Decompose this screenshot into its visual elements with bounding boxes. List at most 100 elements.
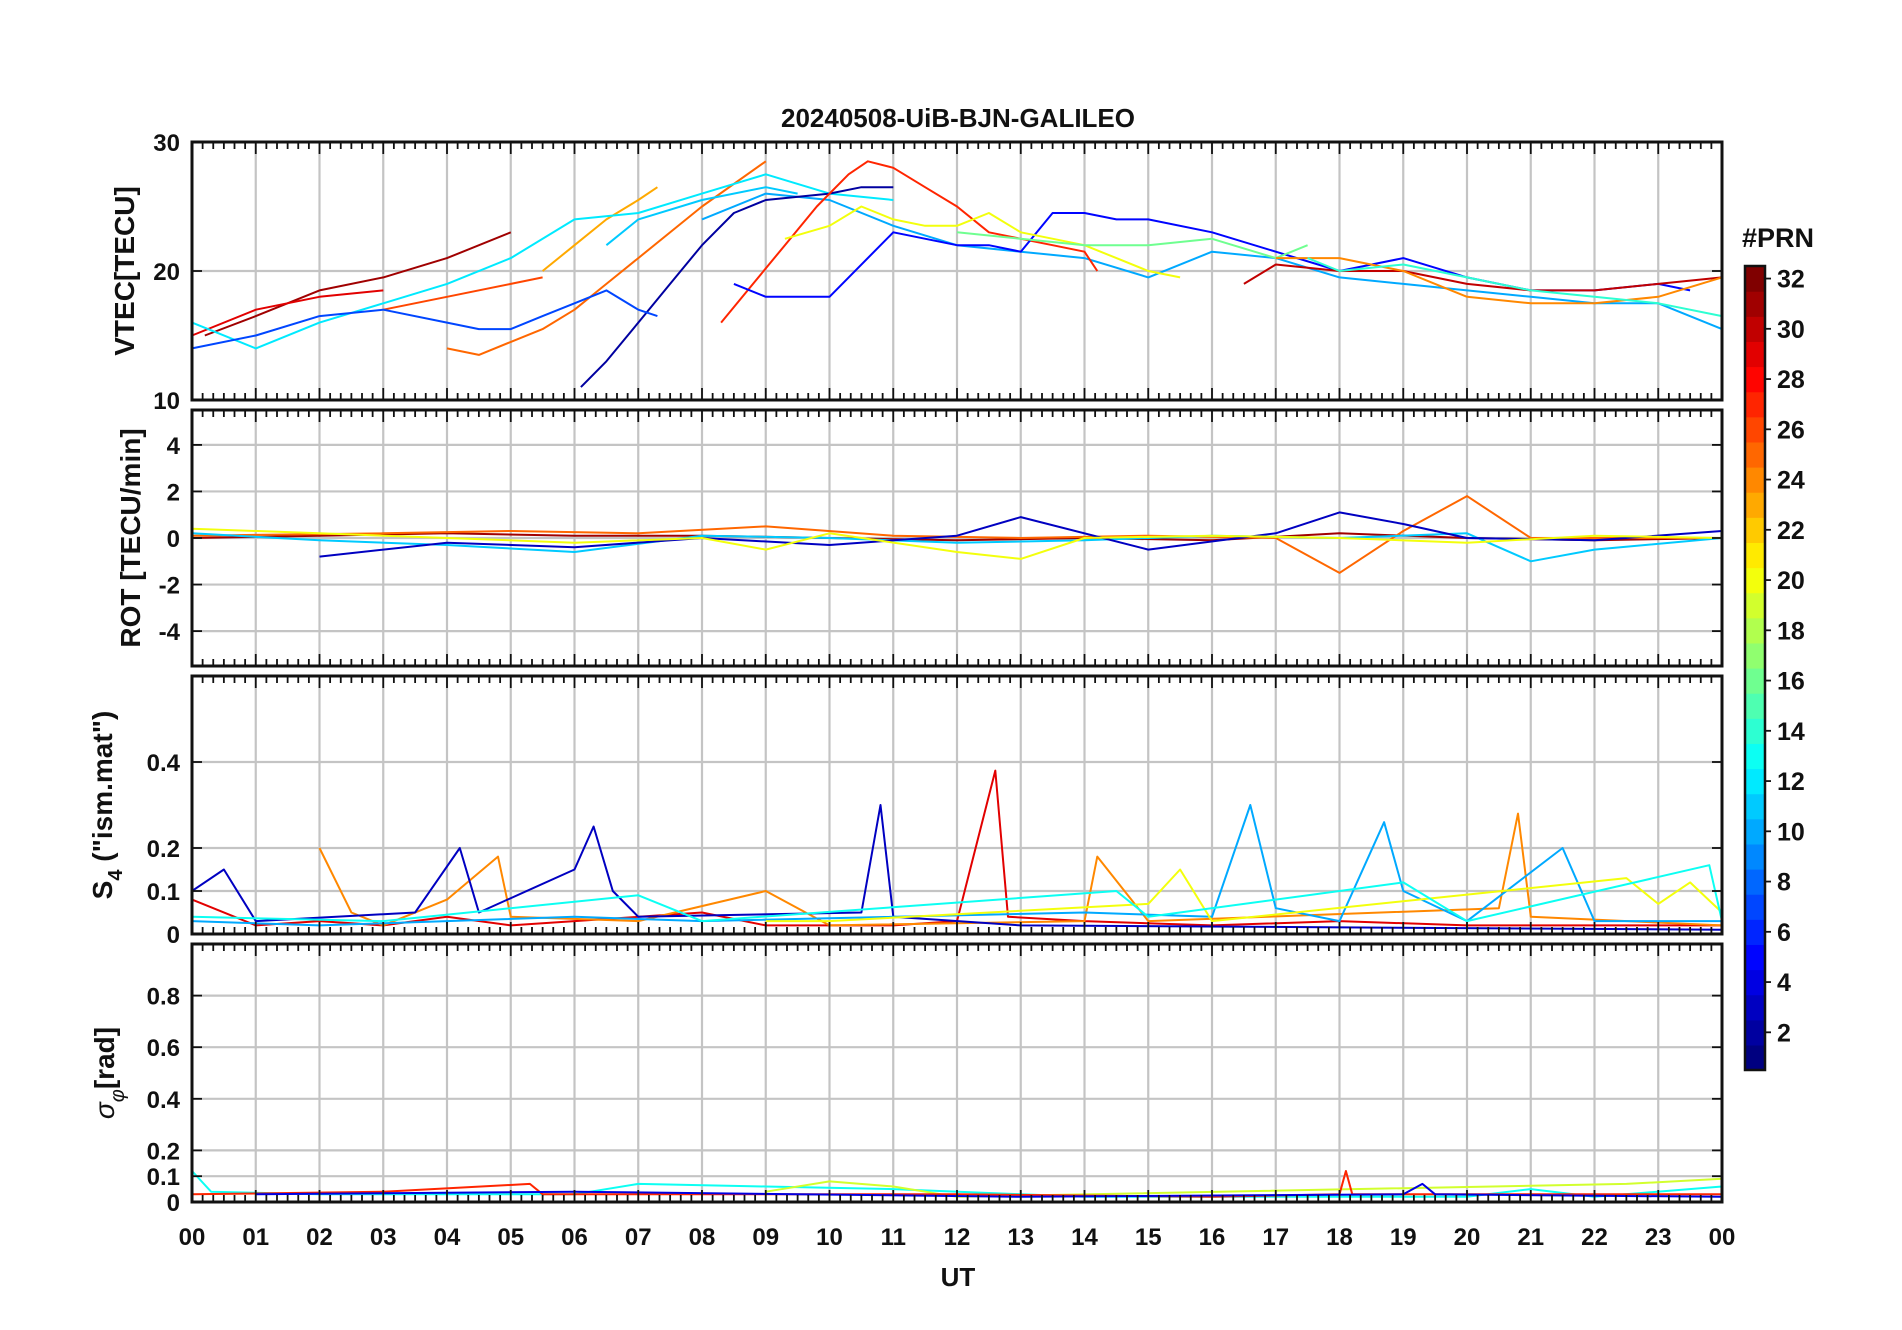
xtick-label: 08 — [689, 1224, 716, 1251]
colorbar-tick-label: 2 — [1777, 1019, 1791, 1047]
colorbar-cell-prn-17 — [1745, 642, 1765, 669]
panel-vtec-trace-prn-2 — [580, 186, 894, 388]
colorbar-tick-label: 30 — [1777, 316, 1805, 344]
panel-rot-ytick-label: 2 — [167, 479, 180, 506]
colorbar-tick-label: 16 — [1777, 668, 1805, 696]
panel-sigma-phi-trace-prn-19 — [765, 1177, 1723, 1198]
colorbar-tick-label: 12 — [1777, 768, 1805, 796]
colorbar-frame — [1743, 264, 1767, 1072]
colorbar-cell-prn-9 — [1745, 843, 1765, 870]
panel-vtec: 10 20 30 VTEC[TECU] — [109, 130, 1724, 415]
colorbar-cell-prn-31 — [1745, 291, 1765, 317]
colorbar-label: #PRN — [1742, 223, 1814, 253]
panel-sigma-phi-frame — [190, 942, 1724, 1204]
panel-vtec-trace-prn-14 — [1307, 257, 1723, 318]
panel-vtec-ytick-label: 30 — [153, 130, 180, 157]
panel-rot-trace-prn-20 — [191, 527, 1723, 560]
xtick-label: 04 — [434, 1224, 461, 1251]
colorbar-cell-prn-25 — [1745, 441, 1765, 468]
colorbar-cell-prn-18 — [1745, 617, 1765, 644]
xtick-label: 03 — [370, 1224, 397, 1251]
colorbar-cell-prn-7 — [1745, 894, 1765, 920]
xtick-label: 11 — [881, 1224, 906, 1251]
xtick-label: 01 — [242, 1224, 269, 1251]
colorbar-cell-prn-19 — [1745, 592, 1765, 619]
panel-s4-frame — [190, 674, 1724, 936]
colorbar-cell-prn-21 — [1745, 542, 1765, 569]
xtick-label: 22 — [1581, 1224, 1608, 1251]
colorbar-cell-prn-15 — [1745, 693, 1765, 719]
colorbar-tick-label: 20 — [1777, 567, 1805, 595]
colorbar-cell-prn-16 — [1745, 668, 1765, 694]
colorbar-cell-prn-4 — [1745, 969, 1765, 996]
xtick-label: 20 — [1454, 1224, 1481, 1251]
xtick-label: 19 — [1390, 1224, 1417, 1251]
panel-s4-trace-prn-20 — [765, 868, 1723, 923]
panel-rot-ylabel: ROT [TECU/min] — [115, 428, 146, 647]
colorbar-cell-prn-20 — [1745, 567, 1765, 594]
panel-rot-ytick-label: -4 — [159, 619, 181, 646]
panel-sigma-phi-ytick-label: 0.6 — [147, 1035, 180, 1062]
panel-vtec-trace-prn-27 — [720, 160, 1099, 324]
panel-s4-ytick-label: 0.1 — [147, 879, 180, 906]
panel-vtec-ytick-label: 10 — [153, 388, 180, 415]
panel-rot-trace-prn-25 — [191, 495, 1722, 574]
panel-s4-trace-prn-13 — [191, 864, 1723, 923]
panel-sigma-phi-ytick-label: 0.1 — [147, 1164, 180, 1191]
xtick-label: 05 — [497, 1224, 524, 1251]
panel-rot-ytick-label: -2 — [159, 573, 180, 600]
panel-sigma-phi-ytick-label: 0.2 — [147, 1138, 180, 1165]
panel-rot-trace-prn-11 — [191, 532, 1723, 563]
panel-vtec-trace-prn-30 — [1243, 263, 1723, 292]
xtick-label: 23 — [1645, 1224, 1672, 1251]
x-axis-label: UT — [941, 1262, 976, 1292]
colorbar-cell-prn-29 — [1745, 341, 1765, 368]
colorbar-cell-prn-5 — [1745, 944, 1765, 971]
panel-sigma-phi-ytick-label: 0.4 — [147, 1087, 181, 1114]
xtick-label: 09 — [752, 1224, 779, 1251]
colorbar-tick-label: 32 — [1777, 266, 1805, 294]
panel-vtec-trace-prn-20 — [784, 205, 1181, 279]
xtick-label: 10 — [816, 1224, 843, 1251]
colorbar-cell-prn-28 — [1745, 366, 1765, 393]
panel-s4-ytick-label: 0 — [167, 922, 180, 949]
colorbar-tick-label: 6 — [1777, 919, 1791, 947]
panel-rot: -4 -2 0 2 4 ROT [TECU/min] — [115, 408, 1724, 668]
xtick-label: 18 — [1326, 1224, 1353, 1251]
panel-vtec-trace-prn-24 — [1275, 257, 1723, 305]
colorbar-cell-prn-8 — [1745, 869, 1765, 895]
panel-vtec-trace-prn-10 — [701, 192, 1723, 331]
colorbar-tick-label: 8 — [1777, 869, 1791, 897]
panel-sigma-phi-ytick-label: 0 — [167, 1190, 180, 1217]
colorbar-cell-prn-23 — [1745, 492, 1765, 518]
colorbar-cell-prn-22 — [1745, 517, 1765, 543]
xtick-label: 21 — [1517, 1224, 1544, 1251]
panel-rot-trace-prn-3 — [319, 511, 1723, 558]
xtick-label: 16 — [1199, 1224, 1226, 1251]
panel-vtec-trace-prn-26 — [383, 276, 543, 311]
panel-s4-ylabel: S4 ("ism.mat") — [87, 711, 127, 900]
panel-s4: 0 0.1 0.2 0.4 S4 ("ism.mat") — [87, 674, 1724, 949]
panel-s4-ytick-label: 0.4 — [147, 750, 181, 777]
colorbar-cell-prn-26 — [1745, 416, 1765, 443]
xtick-label: 07 — [625, 1224, 652, 1251]
colorbar-cell-prn-11 — [1745, 793, 1765, 820]
colorbar-cell-prn-12 — [1745, 768, 1765, 795]
panel-s4-ytick-label: 0.2 — [147, 836, 180, 863]
xtick-label: 06 — [561, 1224, 588, 1251]
panel-vtec-trace-prn-31 — [204, 231, 512, 337]
colorbar-cell-prn-14 — [1745, 718, 1765, 744]
panel-sigma-phi-ylabel: σφ[rad] — [89, 1027, 129, 1119]
panel-sigma-phi-ytick-label: 0.8 — [147, 984, 180, 1011]
colorbar-cell-prn-3 — [1745, 994, 1765, 1021]
colorbar-cell-prn-13 — [1745, 743, 1765, 770]
colorbar-tick-label: 4 — [1777, 969, 1791, 997]
colorbar-cell-prn-2 — [1745, 1019, 1765, 1046]
xtick-label: 15 — [1135, 1224, 1162, 1251]
colorbar-tick-label: 10 — [1777, 818, 1805, 846]
colorbar-cell-prn-24 — [1745, 467, 1765, 493]
colorbar-cell-prn-1 — [1745, 1044, 1765, 1071]
colorbar-tick-label: 24 — [1777, 467, 1805, 495]
panel-vtec-trace-prn-29 — [191, 289, 384, 337]
